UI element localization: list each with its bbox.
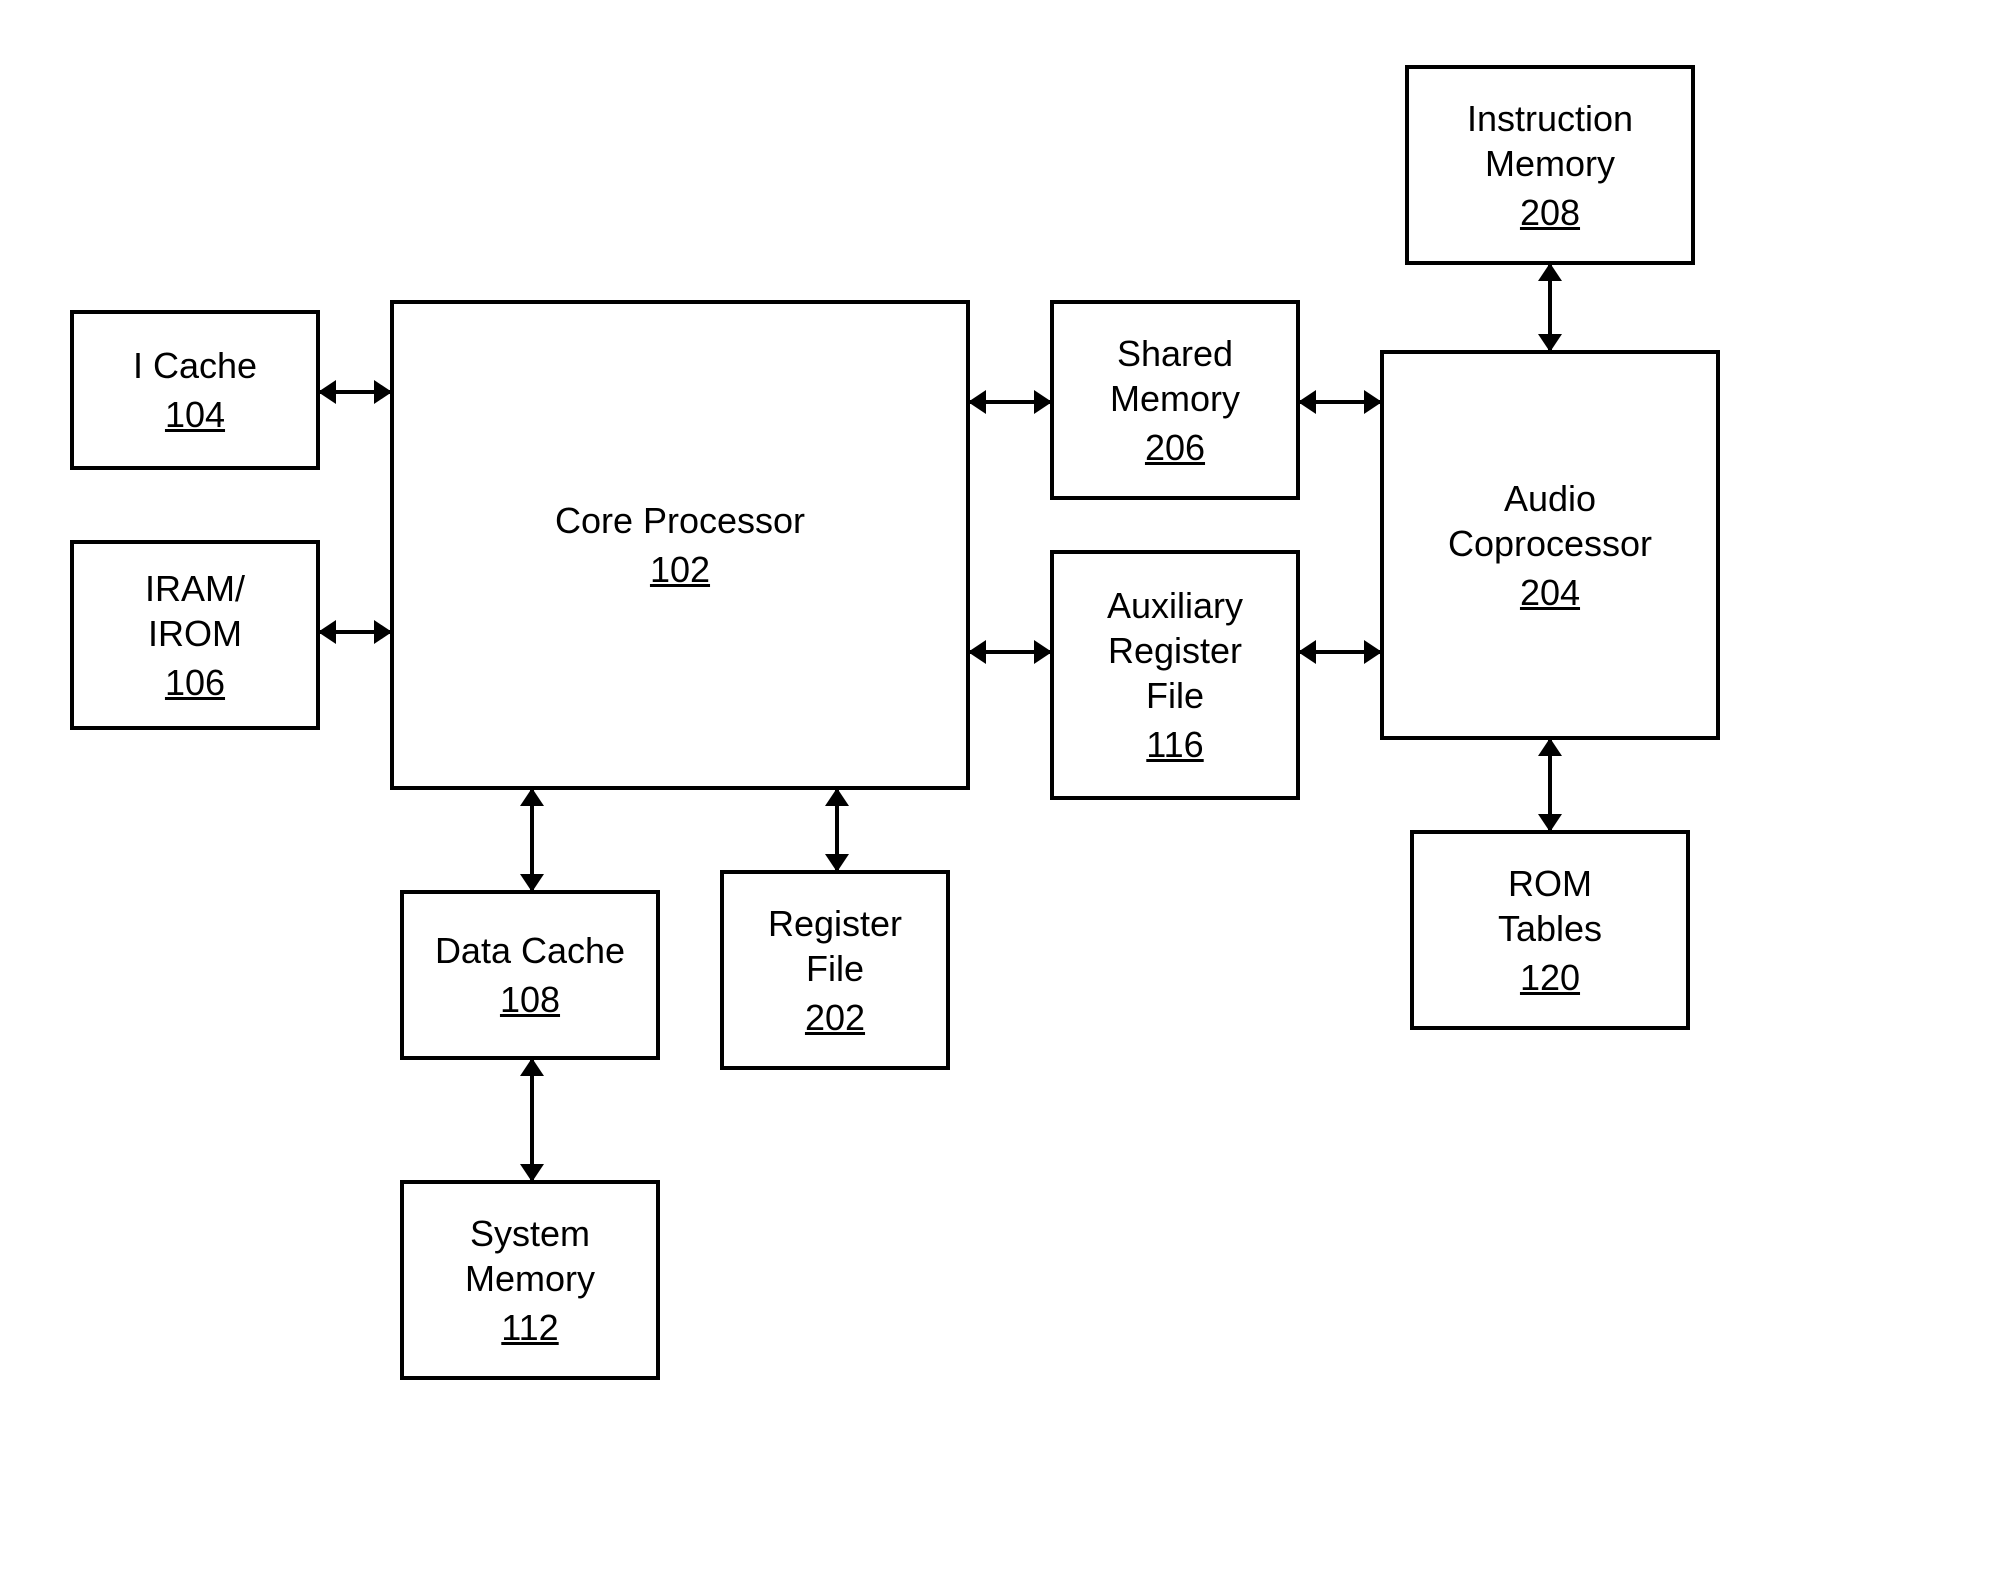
block-core-processor: Core Processor 102 xyxy=(390,300,970,790)
connector xyxy=(1300,650,1380,654)
connector xyxy=(835,790,839,870)
block-label: AuxiliaryRegisterFile xyxy=(1107,583,1243,718)
block-label: SystemMemory xyxy=(465,1211,595,1301)
block-data-cache: Data Cache 108 xyxy=(400,890,660,1060)
connector xyxy=(530,1060,534,1180)
block-rom-tables: ROMTables 120 xyxy=(1410,830,1690,1030)
block-label: SharedMemory xyxy=(1110,331,1240,421)
connector xyxy=(320,390,390,394)
block-ref: 208 xyxy=(1520,190,1580,235)
block-register-file: RegisterFile 202 xyxy=(720,870,950,1070)
block-icache: I Cache 104 xyxy=(70,310,320,470)
block-label: RegisterFile xyxy=(768,901,902,991)
connector xyxy=(970,650,1050,654)
block-label: Core Processor xyxy=(555,498,805,543)
connector xyxy=(970,400,1050,404)
connector xyxy=(1300,400,1380,404)
connector xyxy=(1548,740,1552,830)
block-ref: 106 xyxy=(165,660,225,705)
block-ref: 104 xyxy=(165,392,225,437)
block-shared-memory: SharedMemory 206 xyxy=(1050,300,1300,500)
block-label: I Cache xyxy=(133,343,257,388)
block-ref: 202 xyxy=(805,995,865,1040)
block-ref: 116 xyxy=(1146,722,1203,767)
block-ref: 120 xyxy=(1520,955,1580,1000)
block-ref: 204 xyxy=(1520,570,1580,615)
block-label: Data Cache xyxy=(435,928,625,973)
connector xyxy=(530,790,534,890)
block-instruction-memory: InstructionMemory 208 xyxy=(1405,65,1695,265)
block-label: IRAM/IROM xyxy=(145,566,245,656)
block-iram-irom: IRAM/IROM 106 xyxy=(70,540,320,730)
block-label: InstructionMemory xyxy=(1467,96,1633,186)
block-audio-coprocessor: AudioCoprocessor 204 xyxy=(1380,350,1720,740)
block-ref: 206 xyxy=(1145,425,1205,470)
block-ref: 108 xyxy=(500,977,560,1022)
block-label: AudioCoprocessor xyxy=(1448,476,1652,566)
block-label: ROMTables xyxy=(1498,861,1602,951)
connector xyxy=(1548,265,1552,350)
block-ref: 102 xyxy=(650,547,710,592)
block-ref: 112 xyxy=(501,1305,558,1350)
block-auxiliary-register-file: AuxiliaryRegisterFile 116 xyxy=(1050,550,1300,800)
block-system-memory: SystemMemory 112 xyxy=(400,1180,660,1380)
connector xyxy=(320,630,390,634)
